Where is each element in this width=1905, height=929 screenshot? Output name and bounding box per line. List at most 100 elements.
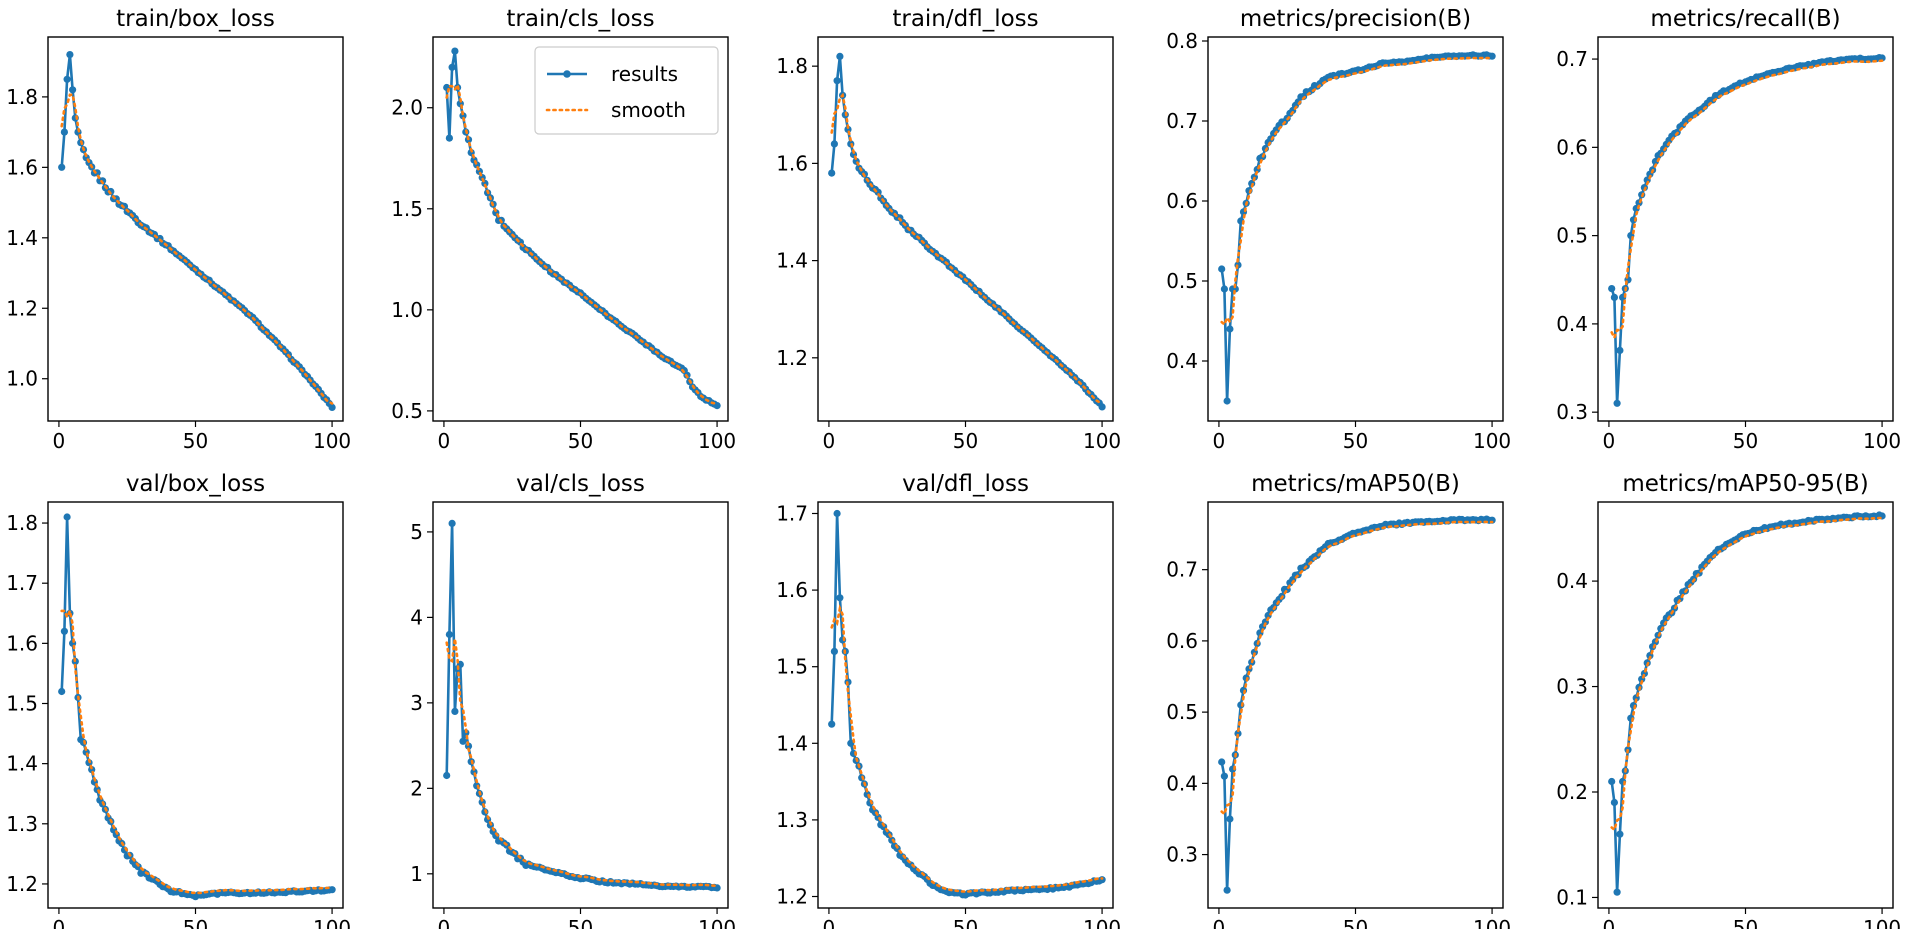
y-tick-label: 0.3 <box>1556 675 1588 699</box>
y-tick-label: 1.5 <box>391 197 423 221</box>
x-tick-label: 50 <box>953 429 978 453</box>
y-tick-label: 0.3 <box>1556 400 1588 424</box>
y-tick-label: 1.0 <box>6 367 38 391</box>
y-tick-label: 0.4 <box>1556 312 1588 336</box>
y-tick-label: 0.3 <box>1166 843 1198 867</box>
subplot-metrics-map50-95-b: metrics/mAP50-95(B) 0 50 100 0.1 0.2 0.3 0.4 <box>1556 471 1901 929</box>
legend-smooth-label: smooth <box>611 98 686 122</box>
subplot-train-cls-loss: train/cls_loss 0 50 100 0.5 1.0 1.5 2.0 results s… <box>391 6 736 453</box>
x-tick-label: 50 <box>1733 429 1758 453</box>
x-tick-label: 50 <box>1343 916 1368 929</box>
x-tick-label: 50 <box>568 916 593 929</box>
results-point <box>448 63 456 71</box>
axes-frame <box>1597 501 1894 909</box>
x-tick-label: 50 <box>183 429 208 453</box>
results-point <box>1220 772 1228 780</box>
results-point <box>833 509 841 518</box>
chart-title: train/box_loss <box>116 6 275 32</box>
results-point <box>445 134 453 142</box>
x-tick-label: 100 <box>698 916 736 929</box>
y-tick-label: 0.7 <box>1166 558 1198 582</box>
x-tick-label: 100 <box>1083 916 1121 929</box>
results-line <box>1610 513 1883 894</box>
results-point <box>1218 758 1226 766</box>
y-tick-label: 0.5 <box>1556 224 1588 248</box>
x-tick-label: 0 <box>823 429 836 453</box>
y-tick-label: 1.6 <box>776 151 808 175</box>
subplot-train-dfl-loss: train/dfl_loss 0 50 100 1.2 1.4 1.6 1.8 <box>776 6 1121 453</box>
x-tick-label: 100 <box>1473 429 1511 453</box>
x-tick-label: 50 <box>1733 916 1758 929</box>
y-tick-label: 3 <box>410 691 423 715</box>
results-point <box>836 52 844 61</box>
results-point <box>1220 285 1228 293</box>
y-tick-label: 1.0 <box>391 298 423 322</box>
subplot-metrics-recall-b: metrics/recall(B) 0 50 100 0.3 0.4 0.5 0.6 0.7 <box>1556 6 1901 453</box>
plot-area <box>1218 51 1496 405</box>
legend-box <box>534 46 719 135</box>
y-tick-label: 0.2 <box>1556 780 1588 804</box>
x-tick-label: 100 <box>1083 429 1121 453</box>
results-point <box>1616 830 1624 838</box>
y-tick-label: 0.7 <box>1166 109 1198 133</box>
x-tick-label: 50 <box>953 916 978 929</box>
results-line <box>830 512 1103 897</box>
x-tick-label: 0 <box>1213 916 1226 929</box>
y-tick-label: 1.8 <box>6 85 38 109</box>
x-tick-label: 0 <box>53 429 66 453</box>
axes-frame <box>47 501 344 909</box>
y-tick-label: 1.2 <box>776 885 808 909</box>
y-tick-label: 1.7 <box>6 571 38 595</box>
y-tick-label: 1.3 <box>6 812 38 836</box>
y-tick-label: 1.5 <box>776 655 808 679</box>
chart-title: train/dfl_loss <box>892 6 1038 32</box>
y-tick-label: 1 <box>410 862 423 886</box>
results-point <box>1613 399 1621 407</box>
results-point <box>836 594 844 602</box>
x-tick-label: 0 <box>438 429 451 453</box>
y-tick-label: 1.3 <box>776 808 808 832</box>
results-point <box>459 112 467 120</box>
y-tick-label: 0.8 <box>1166 29 1198 53</box>
chart-title: val/box_loss <box>126 471 265 497</box>
smooth-line <box>445 638 719 888</box>
y-tick-label: 1.6 <box>6 631 38 655</box>
axes-frame <box>1597 36 1894 422</box>
results-point <box>58 687 66 696</box>
results-point <box>1226 815 1234 823</box>
results-line <box>1610 56 1883 405</box>
results-point <box>1098 876 1106 884</box>
axes-frame <box>47 36 344 422</box>
results-point <box>1223 397 1231 405</box>
y-tick-label: 4 <box>410 605 423 629</box>
results-point <box>1234 729 1242 738</box>
subplot-val-box-loss: val/box_loss 0 50 100 1.2 1.3 1.4 1.5 1.6 1.7 1.8 <box>6 471 351 929</box>
subplot-metrics-precision-b: metrics/precision(B) 0 50 100 0.4 0.5 0.6 0.7 0.… <box>1166 6 1511 453</box>
y-tick-label: 1.8 <box>6 511 38 535</box>
axes-frame <box>817 36 1114 422</box>
results-point <box>713 402 721 410</box>
chart-title: val/dfl_loss <box>902 471 1029 497</box>
axes-frame <box>817 501 1114 909</box>
chart-title: val/cls_loss <box>516 471 645 497</box>
smooth-line <box>1220 56 1494 327</box>
results-point <box>1610 798 1618 807</box>
results-point <box>830 140 839 148</box>
smooth-line <box>830 92 1104 405</box>
results-point <box>60 128 68 136</box>
chart-title: metrics/recall(B) <box>1650 6 1840 32</box>
y-tick-label: 0.5 <box>391 399 423 423</box>
x-tick-label: 100 <box>1473 916 1511 929</box>
y-tick-label: 2.0 <box>391 96 423 120</box>
legend-results-marker <box>563 70 571 78</box>
subplot-train-box-loss: train/box_loss 0 50 100 1.0 1.2 1.4 1.6 1.8 <box>6 6 351 453</box>
y-tick-label: 1.4 <box>776 731 808 755</box>
y-tick-label: 0.5 <box>1166 269 1198 293</box>
results-point <box>63 75 71 83</box>
x-tick-label: 0 <box>438 916 451 929</box>
results-point <box>451 47 459 55</box>
results-point <box>828 720 836 728</box>
x-tick-label: 100 <box>1863 429 1901 453</box>
results-point <box>1613 888 1621 896</box>
results-point <box>63 513 71 521</box>
